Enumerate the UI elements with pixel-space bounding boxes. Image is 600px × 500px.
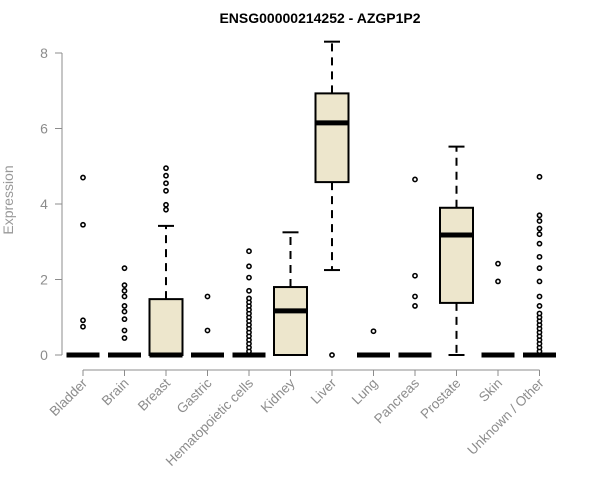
box-liver: [314, 40, 350, 358]
outlier-point: [536, 173, 543, 180]
outlier-point: [536, 265, 543, 272]
outlier-point: [80, 323, 86, 330]
outlier-point: [536, 225, 543, 232]
outlier-point: [163, 165, 169, 172]
outlier-point: [80, 317, 86, 324]
x-tick-label: Unknown / Other: [464, 375, 547, 458]
axes: 0 2 4 6 8: [40, 45, 540, 376]
outlier-point: [121, 327, 128, 334]
outlier-point: [163, 206, 169, 213]
x-tick-label: Breast: [135, 375, 173, 413]
boxes: [66, 40, 556, 358]
box-pancreas: [398, 176, 432, 358]
outlier-point: [329, 352, 335, 358]
outlier-point: [536, 253, 543, 260]
y-tick-label: 2: [40, 272, 48, 288]
outlier-point: [536, 310, 543, 317]
box-lung: [357, 328, 390, 358]
outlier-point: [121, 293, 128, 300]
box-skin: [481, 260, 515, 358]
x-tick-label: Prostate: [417, 376, 463, 422]
outlier-point: [412, 176, 418, 183]
outlier-point: [536, 293, 543, 300]
outlier-point: [246, 295, 252, 302]
outlier-point: [536, 303, 543, 309]
outlier-point: [246, 248, 252, 255]
y-tick-label: 4: [40, 196, 48, 212]
y-tick-label: 0: [40, 347, 48, 363]
y-tick-label: 6: [40, 121, 48, 137]
box-unknown-other: [523, 173, 556, 358]
outlier-point: [536, 231, 543, 238]
outlier-point: [246, 263, 252, 270]
outlier-point: [412, 293, 418, 300]
y-axis-label: Expression: [0, 165, 16, 234]
outlier-point: [121, 287, 128, 294]
box-iqr: [439, 206, 474, 304]
outlier-point: [412, 272, 418, 279]
x-tick-label: Lung: [349, 376, 381, 408]
outlier-point: [121, 282, 128, 289]
y-tick-label: 8: [40, 45, 48, 61]
box-hematopoietic-cells: [232, 248, 266, 358]
outlier-point: [412, 303, 418, 309]
outlier-point: [246, 287, 252, 294]
x-tick-label: Skin: [476, 376, 505, 405]
box-breast: [148, 165, 184, 358]
box-iqr: [273, 286, 308, 356]
box-kidney: [273, 231, 308, 356]
outlier-point: [495, 278, 501, 285]
x-tick-label: Gastric: [174, 375, 215, 416]
box-brain: [108, 265, 141, 358]
outlier-point: [163, 172, 169, 179]
x-tick-label: Kidney: [258, 375, 298, 415]
outlier-point: [121, 335, 128, 341]
box-iqr: [148, 298, 184, 357]
outlier-point: [121, 316, 128, 323]
outlier-point: [80, 221, 86, 228]
x-tick-label: Pancreas: [371, 375, 422, 426]
x-tick-label: Liver: [308, 375, 340, 407]
outlier-point: [121, 303, 128, 309]
outlier-point: [80, 174, 86, 181]
box-prostate: [439, 145, 474, 356]
chart-title: ENSG00000214252 - AZGP1P2: [219, 10, 420, 26]
outlier-point: [204, 293, 211, 300]
outlier-point: [495, 260, 501, 267]
outlier-point: [536, 278, 543, 285]
outlier-point: [536, 240, 543, 247]
box-gastric: [191, 293, 224, 358]
outlier-point: [163, 201, 169, 208]
outlier-point: [204, 327, 211, 334]
x-tick-label: Bladder: [47, 375, 91, 419]
outlier-point: [163, 187, 169, 194]
box-iqr: [314, 92, 350, 184]
outlier-point: [536, 212, 543, 219]
box-bladder: [66, 174, 100, 358]
outlier-point: [121, 265, 128, 272]
outlier-point: [536, 218, 543, 224]
outlier-point: [121, 308, 128, 315]
x-tick-label: Brain: [99, 376, 132, 409]
outlier-point: [246, 274, 252, 281]
outlier-point: [163, 180, 169, 187]
outlier-point: [370, 328, 377, 335]
